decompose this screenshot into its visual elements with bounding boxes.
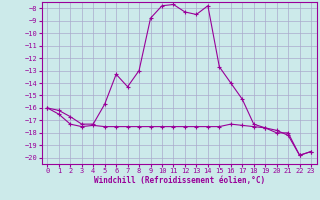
X-axis label: Windchill (Refroidissement éolien,°C): Windchill (Refroidissement éolien,°C) xyxy=(94,176,265,185)
